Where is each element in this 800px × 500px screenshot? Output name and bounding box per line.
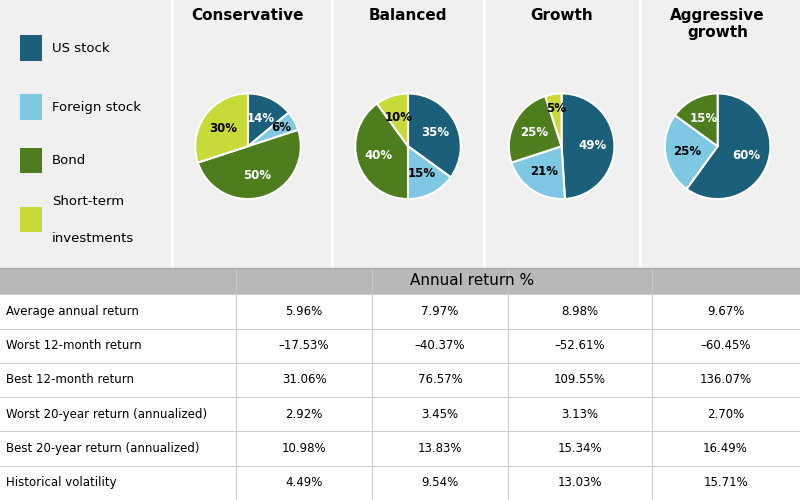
Text: 40%: 40% — [365, 149, 393, 162]
Text: Aggressive
growth: Aggressive growth — [670, 8, 765, 40]
Text: Best 12-month return: Best 12-month return — [6, 374, 134, 386]
Text: 9.54%: 9.54% — [422, 476, 458, 490]
Text: 5%: 5% — [546, 102, 566, 115]
Bar — [0, 432, 800, 466]
Text: Annual return %: Annual return % — [410, 274, 534, 288]
Text: 25%: 25% — [674, 144, 702, 158]
Text: 15%: 15% — [408, 167, 436, 180]
Bar — [0, 268, 800, 294]
Text: Short-term: Short-term — [52, 196, 124, 208]
Text: 15.71%: 15.71% — [703, 476, 748, 490]
Text: Worst 12-month return: Worst 12-month return — [6, 339, 142, 352]
Wedge shape — [195, 94, 248, 162]
Text: 13.03%: 13.03% — [558, 476, 602, 490]
Bar — [20, 94, 42, 120]
Text: 31.06%: 31.06% — [282, 374, 326, 386]
Text: 136.07%: 136.07% — [699, 374, 752, 386]
Wedge shape — [511, 146, 565, 199]
Text: Conservative: Conservative — [192, 8, 304, 23]
Bar — [0, 328, 800, 363]
Bar — [0, 363, 800, 397]
Text: 10%: 10% — [385, 110, 413, 124]
Text: –60.45%: –60.45% — [700, 339, 751, 352]
Wedge shape — [408, 94, 461, 178]
Text: 76.57%: 76.57% — [418, 374, 462, 386]
Text: Best 20-year return (annualized): Best 20-year return (annualized) — [6, 442, 200, 455]
Text: Average annual return: Average annual return — [6, 305, 139, 318]
Wedge shape — [377, 94, 408, 146]
Text: 15.34%: 15.34% — [558, 442, 602, 455]
Wedge shape — [509, 96, 562, 162]
Bar — [20, 206, 42, 232]
Text: 8.98%: 8.98% — [562, 305, 598, 318]
Wedge shape — [355, 104, 408, 199]
Text: 60%: 60% — [733, 149, 761, 162]
Bar — [0, 397, 800, 432]
Wedge shape — [675, 94, 718, 146]
Wedge shape — [248, 112, 298, 146]
Text: 21%: 21% — [530, 165, 558, 178]
Wedge shape — [665, 115, 718, 189]
Text: Growth: Growth — [530, 8, 593, 23]
Wedge shape — [408, 146, 450, 199]
Text: 16.49%: 16.49% — [703, 442, 748, 455]
Text: US stock: US stock — [52, 42, 110, 54]
Text: –52.61%: –52.61% — [554, 339, 606, 352]
Wedge shape — [686, 94, 770, 199]
Text: 109.55%: 109.55% — [554, 374, 606, 386]
Text: 13.83%: 13.83% — [418, 442, 462, 455]
Text: –17.53%: –17.53% — [278, 339, 330, 352]
Text: 49%: 49% — [578, 139, 606, 152]
Wedge shape — [562, 94, 614, 199]
Wedge shape — [198, 130, 301, 199]
Text: –40.37%: –40.37% — [414, 339, 466, 352]
Text: 30%: 30% — [210, 122, 238, 134]
Text: Foreign stock: Foreign stock — [52, 100, 141, 114]
Text: investments: investments — [52, 232, 134, 244]
Text: 2.92%: 2.92% — [286, 408, 322, 421]
Text: 14%: 14% — [247, 112, 275, 125]
Text: 9.67%: 9.67% — [707, 305, 744, 318]
Text: 35%: 35% — [422, 126, 450, 139]
Text: Balanced: Balanced — [369, 8, 447, 23]
Bar — [0, 466, 800, 500]
Text: 25%: 25% — [520, 126, 548, 139]
Text: 10.98%: 10.98% — [282, 442, 326, 455]
Bar — [20, 36, 42, 61]
Wedge shape — [248, 94, 289, 146]
Text: 50%: 50% — [243, 169, 271, 182]
Wedge shape — [546, 94, 562, 146]
Text: 3.13%: 3.13% — [562, 408, 598, 421]
Text: 15%: 15% — [690, 112, 718, 126]
Text: 4.49%: 4.49% — [286, 476, 322, 490]
Text: 3.45%: 3.45% — [422, 408, 458, 421]
Bar — [0, 294, 800, 328]
Text: 2.70%: 2.70% — [707, 408, 744, 421]
Text: 7.97%: 7.97% — [422, 305, 458, 318]
Text: Historical volatility: Historical volatility — [6, 476, 117, 490]
Text: Bond: Bond — [52, 154, 86, 167]
Text: Worst 20-year return (annualized): Worst 20-year return (annualized) — [6, 408, 207, 421]
Bar — [20, 148, 42, 173]
Text: 5.96%: 5.96% — [286, 305, 322, 318]
Text: 6%: 6% — [271, 122, 291, 134]
